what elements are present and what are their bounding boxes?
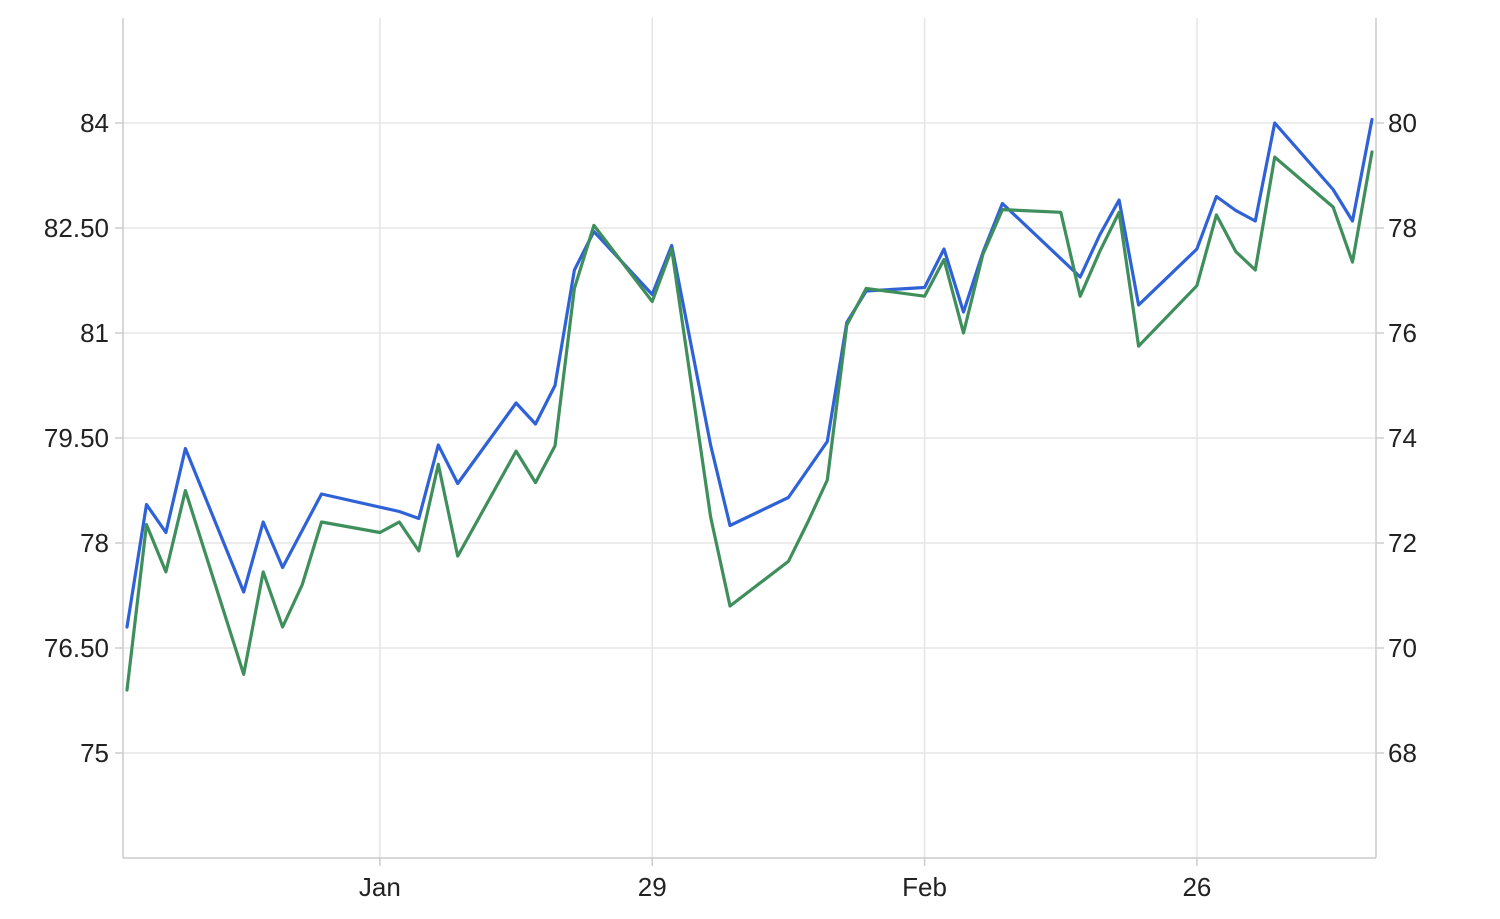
y-left-tick-label: 82.50 (44, 213, 109, 243)
series-layer (125, 117, 1374, 692)
grid-layer (123, 18, 1376, 858)
x-tick-label: 26 (1182, 872, 1211, 902)
y-left-tick-label: 78 (80, 528, 109, 558)
axis-layer (115, 18, 1384, 866)
y-left-tick-label: 84 (80, 108, 109, 138)
y-right-tick-label: 76 (1388, 318, 1417, 348)
y-right-tick-label: 72 (1388, 528, 1417, 558)
y-right-tick-label: 74 (1388, 423, 1417, 453)
y-right-tick-label: 70 (1388, 633, 1417, 663)
x-tick-label: Jan (359, 872, 401, 902)
y-left-tick-label: 79.50 (44, 423, 109, 453)
y-right-tick-label: 68 (1388, 738, 1417, 768)
y-left-tick-label: 76.50 (44, 633, 109, 663)
x-tick-label: Feb (902, 872, 947, 902)
y-left-tick-label: 75 (80, 738, 109, 768)
series-line-2 (125, 150, 1374, 692)
series-line-1 (125, 117, 1374, 629)
y-right-tick-label: 78 (1388, 213, 1417, 243)
x-tick-label: 29 (638, 872, 667, 902)
tick-label-layer: 75 76.50 78 79.50 81 82.50 84 68 70 72 74 76 78 80 Jan… (44, 108, 1417, 902)
y-left-tick-label: 81 (80, 318, 109, 348)
y-right-tick-label: 80 (1388, 108, 1417, 138)
